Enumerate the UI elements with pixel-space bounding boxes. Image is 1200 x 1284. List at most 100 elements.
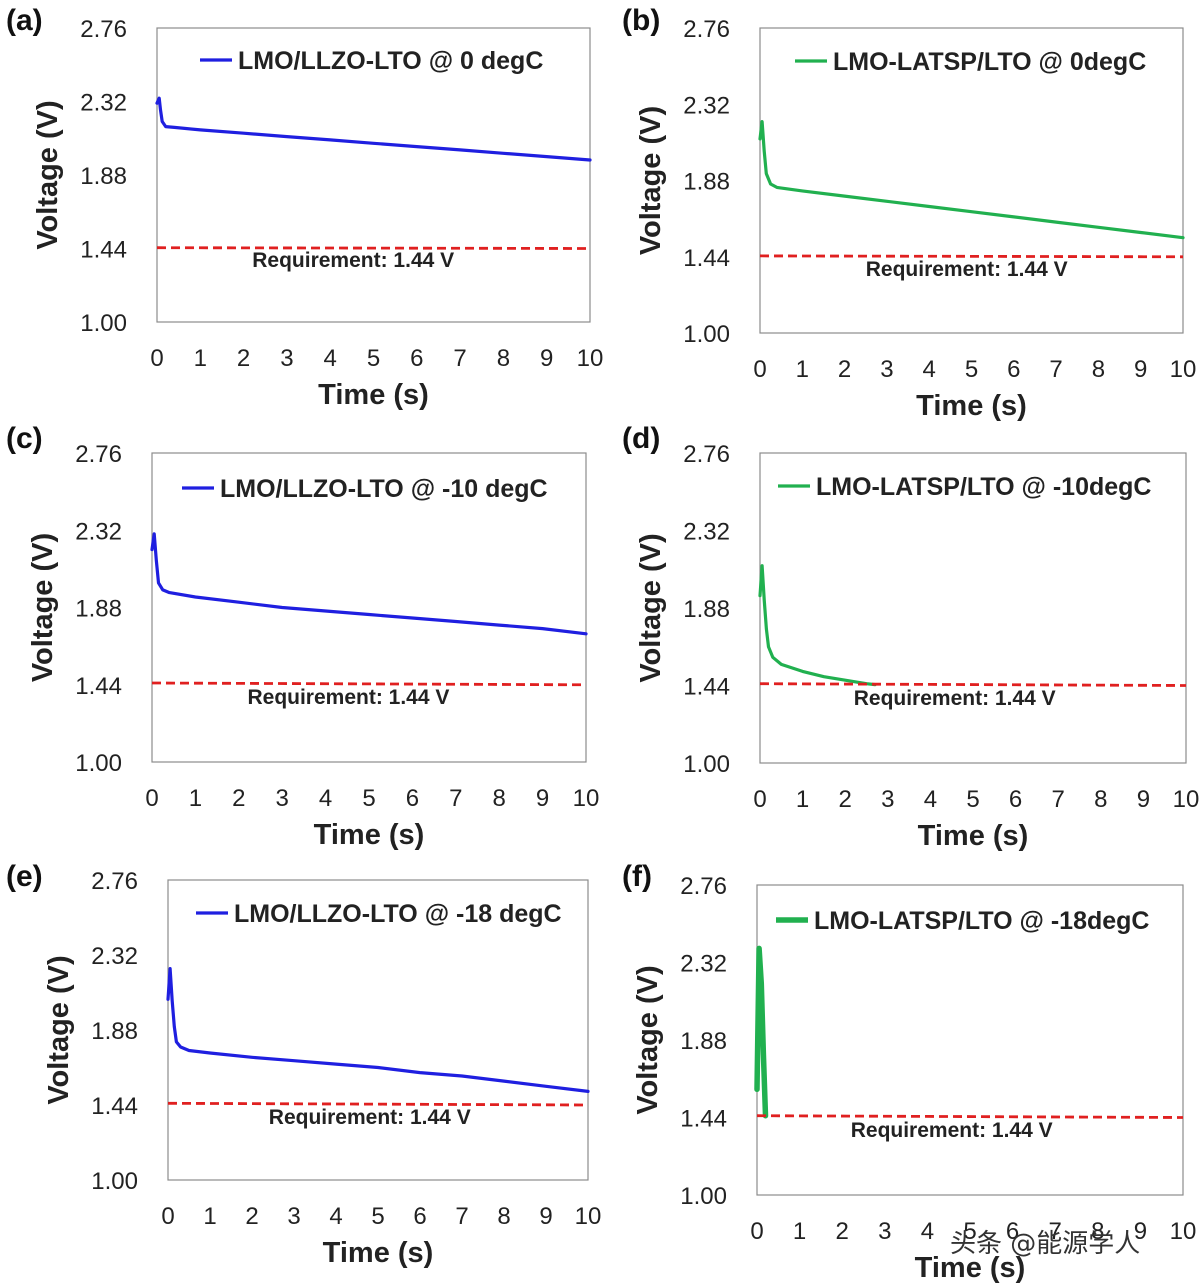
x-tick-label: 6 <box>1006 1218 1019 1245</box>
chart-panel-2: (c) 1.00 1.44 1.88 2.32 2.76 0 1 2 3 4 5 6 7 8 9 10 Time … <box>6 422 599 851</box>
x-tick-label: 9 <box>1137 786 1150 813</box>
x-tick-label: 2 <box>839 786 852 813</box>
x-tick-label: 7 <box>449 785 462 812</box>
y-tick-label: 1.88 <box>683 596 730 623</box>
x-tick-label: 9 <box>536 785 549 812</box>
chart-panel-3: (d) 1.00 1.44 1.88 2.32 2.76 0 1 2 3 4 5 6 7 8 9 10 Time … <box>622 422 1199 852</box>
x-tick-label: 6 <box>410 345 423 372</box>
x-tick-label: 8 <box>1091 1218 1104 1245</box>
y-tick-label: 2.32 <box>80 90 127 117</box>
x-tick-label: 7 <box>1052 786 1065 813</box>
legend-label: LMO/LLZO-LTO @ -18 degC <box>234 900 562 928</box>
y-tick-label: 2.32 <box>91 943 138 970</box>
y-tick-label: 1.00 <box>683 751 730 778</box>
chart-panel-5: (f) 1.00 1.44 1.88 2.32 2.76 0 1 2 3 4 5 6 7 8 9 10 Time … <box>622 860 1196 1284</box>
x-tick-label: 9 <box>1134 356 1147 383</box>
panel-letter: (a) <box>6 4 43 37</box>
y-tick-label: 2.32 <box>683 519 730 546</box>
y-tick-label: 1.00 <box>80 310 127 337</box>
x-axis-title: Time (s) <box>918 820 1029 852</box>
x-tick-label: 6 <box>1009 786 1022 813</box>
panel-letter: (e) <box>6 860 43 893</box>
x-tick-label: 1 <box>793 1218 806 1245</box>
x-tick-label: 0 <box>145 785 158 812</box>
plot-frame <box>759 27 1184 334</box>
x-tick-label: 3 <box>287 1203 300 1230</box>
y-tick-label: 1.00 <box>680 1183 727 1210</box>
x-tick-label: 0 <box>753 356 766 383</box>
y-tick-label: 1.88 <box>80 163 127 190</box>
y-tick-label: 2.32 <box>683 92 730 119</box>
chart-panel-0: (a) 1.00 1.44 1.88 2.32 2.76 0 1 2 3 4 5 6 7 8 9 10 Time … <box>6 4 603 411</box>
x-tick-label: 4 <box>921 1218 934 1245</box>
x-tick-label: 1 <box>796 786 809 813</box>
y-tick-label: 1.44 <box>683 245 730 272</box>
panel-letter: (c) <box>6 422 43 455</box>
x-tick-label: 5 <box>965 356 978 383</box>
x-tick-label: 2 <box>836 1218 849 1245</box>
series-line <box>166 966 590 1094</box>
x-tick-label: 8 <box>1092 356 1105 383</box>
x-tick-label: 6 <box>413 1203 426 1230</box>
y-axis-title: Voltage (V) <box>635 533 667 682</box>
x-tick-label: 7 <box>455 1203 468 1230</box>
y-tick-label: 1.44 <box>91 1093 138 1120</box>
x-tick-label: 2 <box>232 785 245 812</box>
x-tick-label: 2 <box>237 345 250 372</box>
y-tick-label: 2.76 <box>680 873 727 900</box>
x-tick-label: 10 <box>1170 356 1197 383</box>
x-tick-label: 9 <box>539 1203 552 1230</box>
y-tick-label: 1.44 <box>75 673 122 700</box>
x-tick-label: 3 <box>280 345 293 372</box>
y-axis-title: Voltage (V) <box>43 955 75 1104</box>
y-tick-label: 2.32 <box>680 951 727 978</box>
x-tick-label: 6 <box>406 785 419 812</box>
x-tick-label: 7 <box>1049 356 1062 383</box>
x-tick-label: 8 <box>497 1203 510 1230</box>
x-tick-label: 3 <box>276 785 289 812</box>
requirement-line <box>759 254 1184 259</box>
legend-label: LMO/LLZO-LTO @ 0 degC <box>238 47 543 75</box>
x-axis-title: Time (s) <box>318 379 429 411</box>
plot-frame <box>167 879 589 1181</box>
x-tick-label: 4 <box>923 356 936 383</box>
requirement-annotation: Requirement: 1.44 V <box>247 686 449 709</box>
x-tick-label: 1 <box>189 785 202 812</box>
plot-frame <box>156 27 591 323</box>
y-tick-label: 1.88 <box>91 1018 138 1045</box>
x-tick-label: 5 <box>367 345 380 372</box>
y-axis-title: Voltage (V) <box>632 965 664 1114</box>
x-tick-label: 8 <box>497 345 510 372</box>
x-tick-label: 4 <box>324 345 337 372</box>
y-tick-label: 1.88 <box>680 1028 727 1055</box>
x-tick-label: 10 <box>577 345 604 372</box>
series-line <box>758 119 1185 240</box>
panel-letter: (b) <box>622 4 660 37</box>
x-tick-label: 0 <box>750 1218 763 1245</box>
x-tick-label: 10 <box>1173 786 1200 813</box>
series-line <box>754 945 769 1119</box>
series-line <box>758 564 877 687</box>
requirement-line <box>756 1114 1184 1119</box>
y-tick-label: 1.00 <box>91 1168 138 1195</box>
requirement-annotation: Requirement: 1.44 V <box>269 1106 471 1129</box>
x-tick-label: 9 <box>1134 1218 1147 1245</box>
x-tick-label: 0 <box>150 345 163 372</box>
requirement-line <box>759 682 1187 687</box>
x-tick-label: 7 <box>453 345 466 372</box>
requirement-annotation: Requirement: 1.44 V <box>854 687 1056 710</box>
y-tick-label: 1.88 <box>683 169 730 196</box>
y-tick-label: 2.76 <box>683 16 730 43</box>
x-tick-label: 3 <box>878 1218 891 1245</box>
requirement-annotation: Requirement: 1.44 V <box>252 249 454 272</box>
x-tick-label: 5 <box>966 786 979 813</box>
x-tick-label: 10 <box>575 1203 602 1230</box>
x-tick-label: 8 <box>493 785 506 812</box>
x-tick-label: 2 <box>245 1203 258 1230</box>
requirement-annotation: Requirement: 1.44 V <box>851 1119 1053 1142</box>
x-tick-label: 6 <box>1007 356 1020 383</box>
chart-panel-1: (b) 1.00 1.44 1.88 2.32 2.76 0 1 2 3 4 5 6 7 8 9 10 Time … <box>622 4 1196 422</box>
x-axis-title: Time (s) <box>323 1237 434 1269</box>
plot-frame <box>759 452 1187 764</box>
